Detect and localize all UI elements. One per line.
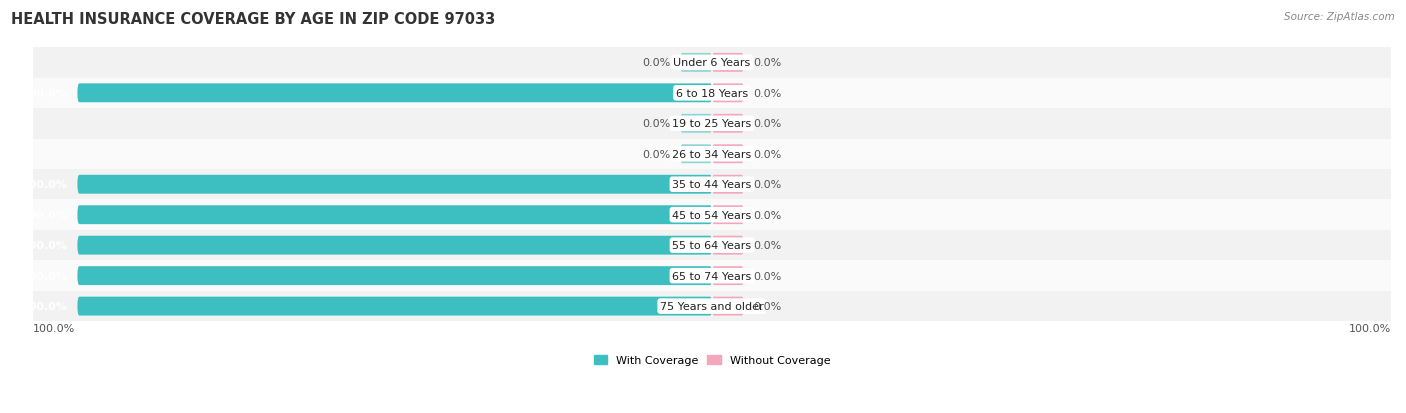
Text: 55 to 64 Years: 55 to 64 Years — [672, 241, 752, 251]
Bar — [32, 200, 1391, 230]
Text: 0.0%: 0.0% — [754, 301, 782, 311]
Text: 0.0%: 0.0% — [754, 241, 782, 251]
Bar — [32, 170, 1391, 200]
FancyBboxPatch shape — [711, 114, 744, 133]
FancyBboxPatch shape — [711, 145, 744, 164]
Text: 75 Years and older: 75 Years and older — [661, 301, 763, 311]
Text: 0.0%: 0.0% — [643, 58, 671, 68]
FancyBboxPatch shape — [77, 206, 711, 225]
Text: 26 to 34 Years: 26 to 34 Years — [672, 150, 752, 159]
Text: 100.0%: 100.0% — [22, 271, 67, 281]
FancyBboxPatch shape — [711, 266, 744, 285]
FancyBboxPatch shape — [681, 145, 711, 164]
Text: 35 to 44 Years: 35 to 44 Years — [672, 180, 752, 190]
FancyBboxPatch shape — [711, 297, 744, 316]
Text: 100.0%: 100.0% — [22, 210, 67, 220]
Text: 19 to 25 Years: 19 to 25 Years — [672, 119, 752, 129]
Bar — [32, 48, 1391, 78]
Text: 0.0%: 0.0% — [754, 180, 782, 190]
Text: 0.0%: 0.0% — [754, 58, 782, 68]
FancyBboxPatch shape — [711, 206, 744, 225]
Text: 0.0%: 0.0% — [754, 89, 782, 99]
Legend: With Coverage, Without Coverage: With Coverage, Without Coverage — [593, 355, 830, 365]
FancyBboxPatch shape — [77, 176, 711, 194]
Bar — [32, 291, 1391, 322]
FancyBboxPatch shape — [711, 84, 744, 103]
FancyBboxPatch shape — [711, 236, 744, 255]
Text: 0.0%: 0.0% — [754, 119, 782, 129]
Text: Under 6 Years: Under 6 Years — [673, 58, 751, 68]
Text: 100.0%: 100.0% — [22, 241, 67, 251]
Text: 100.0%: 100.0% — [32, 323, 76, 333]
FancyBboxPatch shape — [77, 297, 711, 316]
Text: 100.0%: 100.0% — [22, 89, 67, 99]
FancyBboxPatch shape — [681, 114, 711, 133]
Text: 0.0%: 0.0% — [754, 271, 782, 281]
Text: HEALTH INSURANCE COVERAGE BY AGE IN ZIP CODE 97033: HEALTH INSURANCE COVERAGE BY AGE IN ZIP … — [11, 12, 495, 27]
Bar — [32, 261, 1391, 291]
Text: 100.0%: 100.0% — [1348, 323, 1391, 333]
Text: 6 to 18 Years: 6 to 18 Years — [676, 89, 748, 99]
FancyBboxPatch shape — [77, 266, 711, 285]
Text: 100.0%: 100.0% — [22, 301, 67, 311]
Text: 0.0%: 0.0% — [643, 119, 671, 129]
Text: 0.0%: 0.0% — [754, 210, 782, 220]
FancyBboxPatch shape — [77, 236, 711, 255]
Text: Source: ZipAtlas.com: Source: ZipAtlas.com — [1284, 12, 1395, 22]
Bar — [32, 109, 1391, 139]
Bar — [32, 139, 1391, 170]
FancyBboxPatch shape — [77, 84, 711, 103]
Text: 0.0%: 0.0% — [754, 150, 782, 159]
Text: 100.0%: 100.0% — [22, 180, 67, 190]
Text: 65 to 74 Years: 65 to 74 Years — [672, 271, 752, 281]
Text: 0.0%: 0.0% — [643, 150, 671, 159]
FancyBboxPatch shape — [681, 54, 711, 73]
Bar — [32, 78, 1391, 109]
Text: 45 to 54 Years: 45 to 54 Years — [672, 210, 752, 220]
FancyBboxPatch shape — [711, 176, 744, 194]
Bar — [32, 230, 1391, 261]
FancyBboxPatch shape — [711, 54, 744, 73]
